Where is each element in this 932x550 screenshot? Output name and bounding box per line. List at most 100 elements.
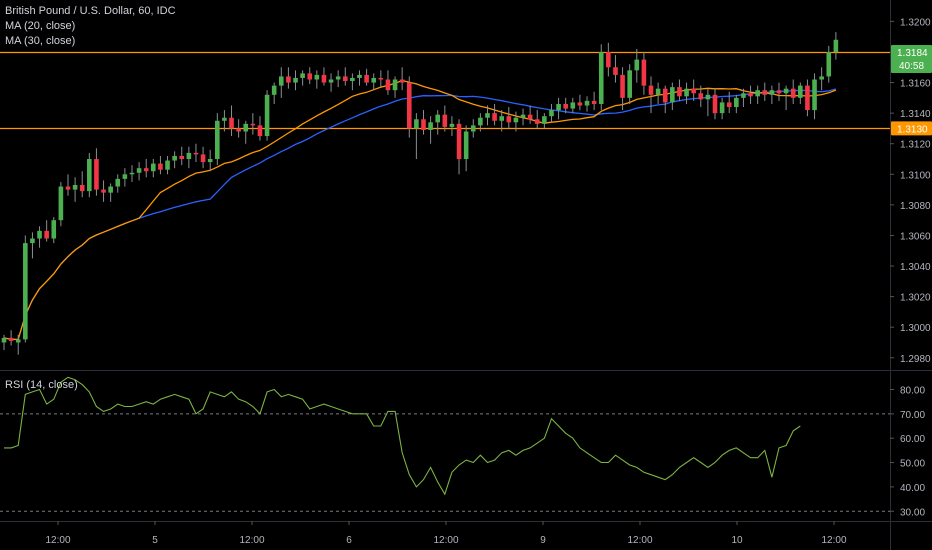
candle-body — [734, 97, 739, 108]
candle-body — [321, 74, 327, 83]
ma-30-line — [3, 88, 837, 341]
candle-body — [87, 159, 92, 192]
candle-body — [542, 116, 547, 124]
candle-body — [37, 230, 42, 239]
candle-body — [748, 93, 753, 97]
candle-body — [506, 116, 512, 123]
level-price-value: 1.3130 — [897, 124, 928, 135]
candle-body — [143, 168, 149, 172]
candle-body — [122, 174, 128, 179]
candle-body — [179, 155, 185, 160]
candle-body — [307, 73, 313, 80]
price-tick-label: 1.3100 — [900, 170, 931, 181]
candle-body — [435, 114, 441, 123]
candle-body — [826, 51, 832, 77]
candle-body — [705, 94, 711, 100]
rsi-tick-label: 30.00 — [900, 507, 925, 518]
candle-body — [378, 77, 384, 80]
price-tick-label: 1.3140 — [900, 109, 931, 120]
candle-body — [335, 76, 341, 80]
time-label: 12:00 — [627, 535, 652, 546]
candle-body — [556, 103, 561, 111]
candle-body — [527, 114, 533, 120]
candle-body — [812, 79, 817, 111]
price-tick-label: 1.3020 — [900, 293, 931, 304]
candle-body — [563, 103, 568, 109]
ma-30-legend[interactable]: MA (30, close) — [5, 35, 76, 47]
candle-body — [421, 119, 426, 130]
chart-legend: British Pound / U.S. Dollar, 60, IDC MA … — [5, 4, 176, 49]
candle-body — [485, 113, 490, 118]
candle-body — [684, 88, 689, 97]
candle-body — [577, 102, 583, 106]
candle-body — [399, 79, 405, 83]
candles — [1, 32, 839, 355]
candle-body — [314, 74, 320, 80]
candle-body — [271, 85, 277, 95]
candle-body — [698, 93, 704, 100]
candle-body — [15, 339, 21, 343]
candle-body — [108, 186, 113, 193]
candle-body — [58, 186, 64, 221]
candle-body — [449, 123, 455, 127]
symbol-title[interactable]: British Pound / U.S. Dollar, 60, IDC — [5, 5, 176, 17]
price-tick-label: 1.3000 — [900, 323, 931, 334]
candle-body — [584, 100, 590, 106]
candle-body — [286, 76, 291, 83]
candle-body — [79, 185, 85, 192]
rsi-tick-label: 80.00 — [900, 385, 925, 396]
rsi-tick-label: 70.00 — [900, 410, 925, 421]
candle-body — [726, 102, 732, 108]
candle-body — [648, 85, 654, 95]
candle-body — [677, 87, 682, 97]
candle-body — [470, 125, 476, 132]
candle-body — [243, 123, 249, 132]
candle-body — [570, 102, 576, 109]
countdown-timer: 40:58 — [899, 61, 924, 72]
rsi-line — [4, 376, 801, 496]
candle-body — [627, 70, 632, 98]
candle-body — [136, 168, 142, 173]
candle-body — [300, 73, 305, 78]
candle-body — [186, 152, 192, 160]
candle-body — [101, 189, 106, 193]
candle-body — [662, 88, 668, 103]
ma-20-legend[interactable]: MA (20, close) — [5, 20, 76, 32]
candle-body — [741, 93, 746, 98]
candle-body — [72, 185, 78, 190]
candle-body — [250, 123, 256, 126]
time-label: 12:00 — [433, 535, 458, 546]
price-tick-label: 1.3200 — [900, 17, 931, 28]
candle-body — [719, 102, 725, 114]
candle-body — [94, 159, 99, 190]
candle-body — [819, 76, 824, 80]
candle-body — [549, 110, 554, 117]
rsi-legend[interactable]: RSI (14, close) — [5, 379, 78, 391]
rsi-tick-label: 60.00 — [900, 434, 925, 445]
candle-body — [193, 152, 199, 155]
candle-body — [712, 94, 718, 114]
price-tick-label: 1.3060 — [900, 231, 931, 242]
candle-body — [44, 230, 49, 239]
candle-body — [613, 67, 618, 75]
candle-body — [158, 163, 163, 170]
candle-body — [1, 337, 7, 343]
candle-body — [371, 77, 377, 83]
candle-body — [293, 77, 298, 83]
candle-body — [776, 90, 782, 94]
candle-body — [357, 74, 362, 78]
candle-body — [641, 59, 647, 86]
axes: 1.32001.31801.31601.31401.31201.31001.30… — [45, 17, 932, 546]
candle-body — [364, 74, 369, 83]
time-label: 10 — [731, 535, 743, 546]
candle-body — [798, 85, 803, 98]
ma-20-line — [3, 79, 837, 341]
candle-body — [115, 178, 121, 187]
candle-body — [200, 154, 206, 163]
time-label: 9 — [540, 535, 546, 546]
candle-body — [30, 238, 35, 244]
time-label: 12:00 — [239, 535, 264, 546]
candle-body — [222, 117, 227, 121]
